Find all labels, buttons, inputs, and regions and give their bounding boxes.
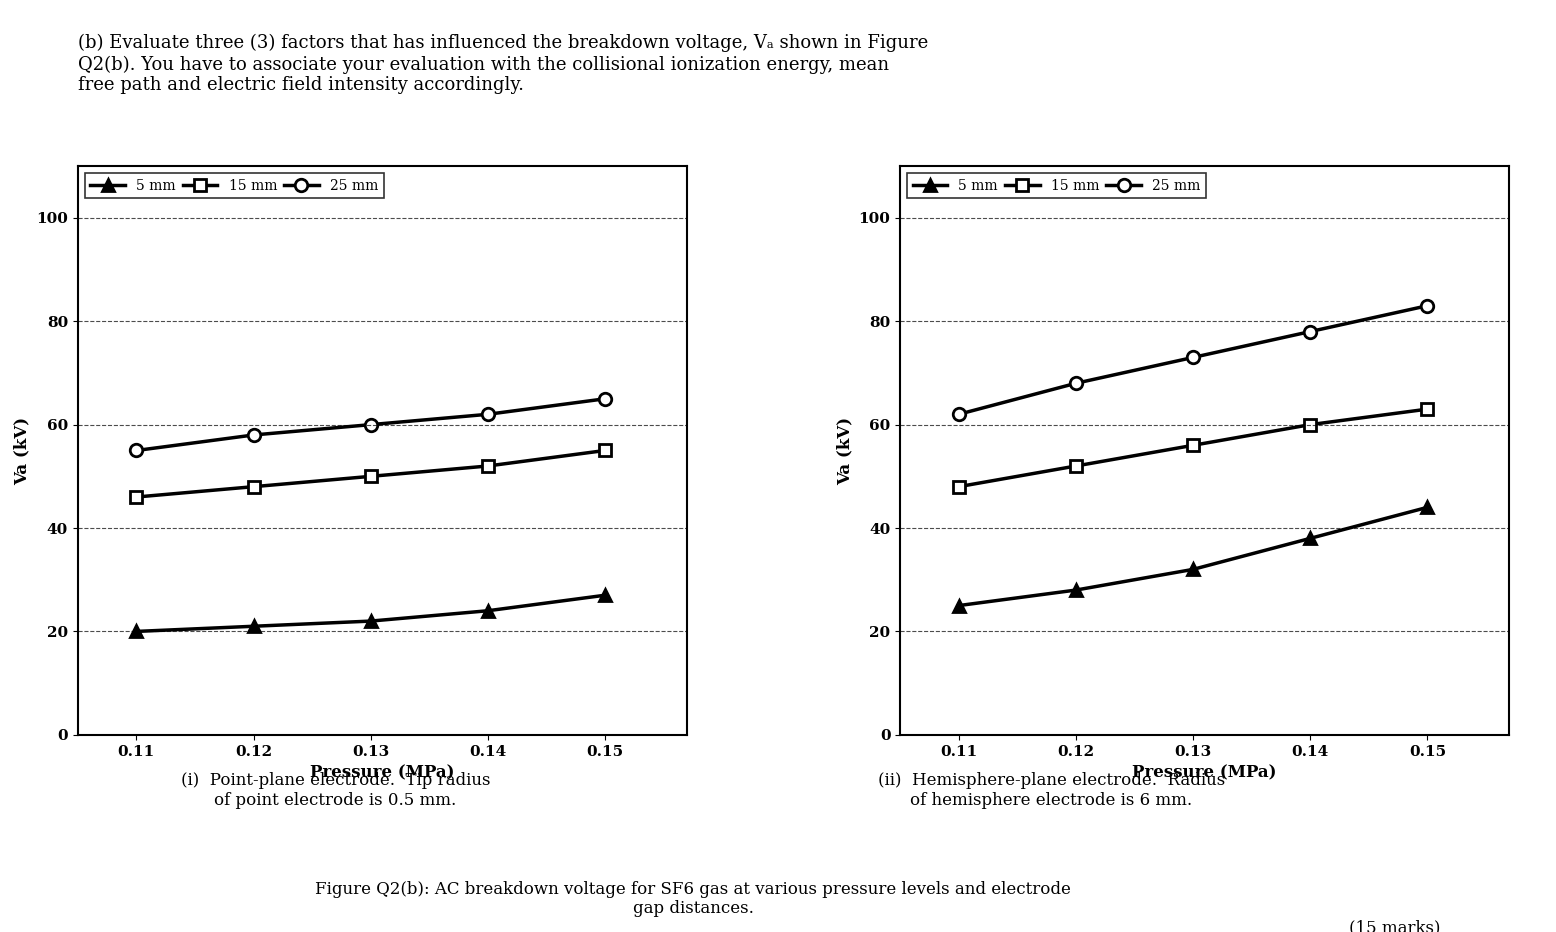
Text: (15 marks): (15 marks) — [1349, 920, 1441, 932]
25 mm — [1066, 377, 1085, 389]
25 mm — [128, 445, 146, 456]
15 mm — [1184, 440, 1203, 451]
X-axis label: Pressure (MPa): Pressure (MPa) — [310, 764, 454, 781]
5 mm — [479, 605, 498, 616]
5 mm — [128, 625, 146, 637]
25 mm — [244, 430, 263, 441]
15 mm — [244, 481, 263, 492]
25 mm — [361, 419, 380, 431]
5 mm — [949, 600, 968, 611]
25 mm — [1184, 352, 1203, 363]
5 mm — [1066, 584, 1085, 596]
Text: Figure Q2(b): AC breakdown voltage for SF6 gas at various pressure levels and el: Figure Q2(b): AC breakdown voltage for S… — [316, 881, 1071, 917]
Line: 5 mm: 5 mm — [131, 590, 610, 637]
15 mm — [1301, 419, 1319, 431]
5 mm — [1184, 564, 1203, 575]
Legend: 5 mm, 15 mm, 25 mm: 5 mm, 15 mm, 25 mm — [84, 173, 384, 199]
15 mm — [596, 445, 615, 456]
5 mm — [361, 615, 380, 626]
15 mm — [1418, 404, 1436, 415]
25 mm — [1301, 326, 1319, 337]
Line: 15 mm: 15 mm — [954, 404, 1433, 492]
15 mm — [128, 491, 146, 502]
25 mm — [1418, 300, 1436, 311]
15 mm — [361, 471, 380, 482]
Text: (b) Evaluate three (3) factors that has influenced the breakdown voltage, Vₐ sho: (b) Evaluate three (3) factors that has … — [78, 34, 927, 94]
5 mm — [1301, 533, 1319, 544]
25 mm — [596, 393, 615, 404]
15 mm — [949, 481, 968, 492]
25 mm — [479, 409, 498, 420]
Line: 5 mm: 5 mm — [954, 501, 1433, 611]
25 mm — [949, 409, 968, 420]
15 mm — [479, 460, 498, 472]
Y-axis label: Va (kV): Va (kV) — [14, 417, 31, 485]
X-axis label: Pressure (MPa): Pressure (MPa) — [1133, 764, 1277, 781]
Legend: 5 mm, 15 mm, 25 mm: 5 mm, 15 mm, 25 mm — [907, 173, 1206, 199]
Line: 25 mm: 25 mm — [131, 392, 612, 457]
5 mm — [596, 590, 615, 601]
5 mm — [244, 621, 263, 632]
Text: (ii)  Hemisphere-plane electrode.  Radius
of hemisphere electrode is 6 mm.: (ii) Hemisphere-plane electrode. Radius … — [878, 773, 1225, 809]
Line: 15 mm: 15 mm — [131, 445, 610, 502]
Line: 25 mm: 25 mm — [952, 299, 1433, 420]
Y-axis label: Va (kV): Va (kV) — [836, 417, 853, 485]
15 mm — [1066, 460, 1085, 472]
5 mm — [1418, 501, 1436, 513]
Text: (i)  Point-plane electrode.  Tip radius
of point electrode is 0.5 mm.: (i) Point-plane electrode. Tip radius of… — [180, 773, 490, 809]
